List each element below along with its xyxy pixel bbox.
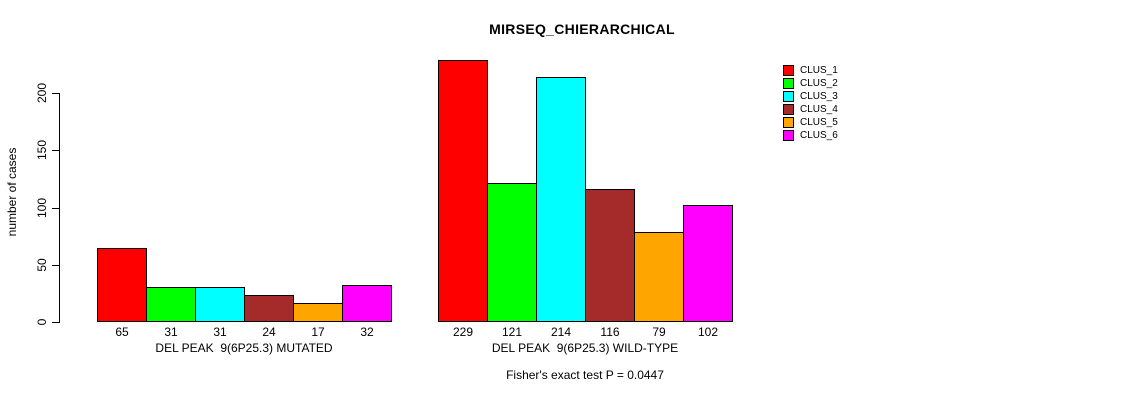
y-tick (52, 265, 59, 266)
y-tick-label: 0 (35, 318, 49, 326)
legend-swatch-icon (783, 91, 794, 102)
bar-clus_6-mutated (342, 285, 392, 322)
bar-value-label: 214 (550, 325, 572, 339)
legend-swatch-icon (783, 130, 794, 141)
bar-clus_2-mutated (146, 287, 196, 322)
legend-item-clus_5: CLUS_5 (783, 116, 838, 129)
fisher-test-annotation: Fisher's exact test P = 0.0447 (506, 368, 664, 382)
bar-value-label: 121 (501, 325, 523, 339)
legend-item-label: CLUS_2 (800, 78, 838, 89)
legend-item-label: CLUS_6 (800, 130, 838, 141)
legend-item-clus_3: CLUS_3 (783, 90, 838, 103)
legend-item-clus_1: CLUS_1 (783, 64, 838, 77)
y-tick (52, 208, 59, 209)
legend-item-clus_6: CLUS_6 (783, 129, 838, 142)
legend-item-clus_4: CLUS_4 (783, 103, 838, 116)
bar-value-label: 116 (600, 325, 620, 339)
bar-value-label: 229 (452, 325, 474, 339)
y-tick (52, 150, 59, 151)
x-group-label-mutated: DEL PEAK 9(6P25.3) MUTATED (155, 341, 333, 355)
y-tick-label: 50 (35, 258, 49, 272)
bar-value-label: 79 (652, 325, 666, 339)
legend-swatch-icon (783, 65, 794, 76)
legend-item-label: CLUS_3 (800, 91, 838, 102)
bar-clus_2-wild-type (487, 183, 537, 322)
y-tick-label: 100 (35, 197, 49, 219)
bar-clus_3-mutated (195, 287, 245, 322)
bar-clus_5-mutated (293, 303, 343, 322)
bar-clus_5-wild-type (634, 232, 684, 322)
bar-clus_6-wild-type (683, 205, 733, 322)
y-axis-label: number of cases (5, 147, 19, 237)
bar-value-label: 31 (164, 325, 178, 339)
bar-value-label: 17 (311, 325, 325, 339)
bar-value-label: 65 (115, 325, 129, 339)
bar-clus_3-wild-type (536, 77, 586, 322)
legend-swatch-icon (783, 117, 794, 128)
bar-clus_4-mutated (244, 295, 294, 322)
y-tick (52, 93, 59, 94)
y-tick-label: 200 (35, 82, 49, 104)
y-tick (52, 322, 59, 323)
bar-clus_1-mutated (97, 248, 147, 322)
legend-item-label: CLUS_5 (800, 117, 838, 128)
bar-value-label: 32 (360, 325, 374, 339)
bar-value-label: 24 (262, 325, 276, 339)
legend-item-clus_2: CLUS_2 (783, 77, 838, 90)
legend-item-label: CLUS_1 (800, 65, 838, 76)
bar-value-label: 31 (213, 325, 227, 339)
bar-value-label: 102 (697, 325, 719, 339)
legend-swatch-icon (783, 78, 794, 89)
y-axis-line (59, 93, 60, 323)
chart-title: MIRSEQ_CHIERARCHICAL (489, 21, 675, 37)
bar-clus_4-wild-type (585, 189, 635, 322)
y-tick-label: 150 (35, 139, 49, 161)
x-group-label-wild-type: DEL PEAK 9(6P25.3) WILD-TYPE (491, 341, 679, 355)
legend: CLUS_1 CLUS_2 CLUS_3 CLUS_4 CLUS_5 CLUS_6 (783, 64, 838, 142)
legend-item-label: CLUS_4 (800, 104, 838, 115)
bar-clus_1-wild-type (438, 60, 488, 322)
legend-swatch-icon (783, 104, 794, 115)
